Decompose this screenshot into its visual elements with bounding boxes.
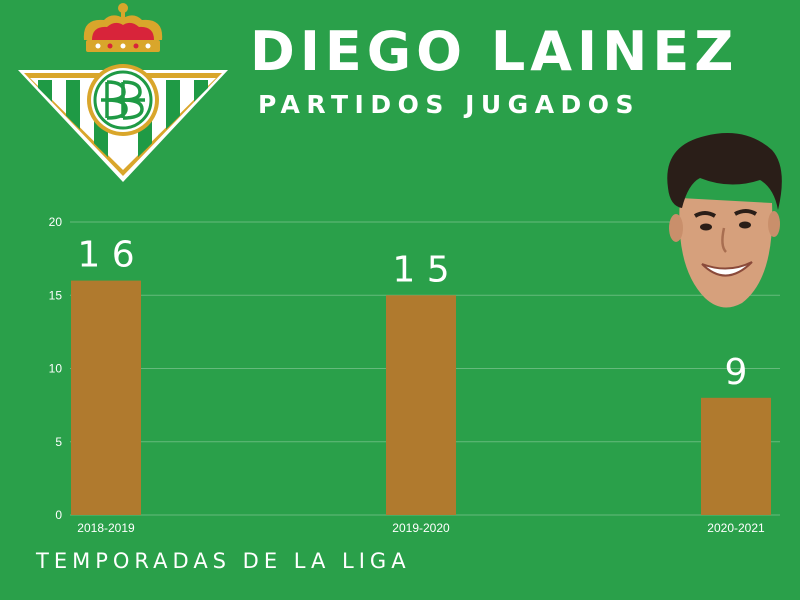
page-title: DIEGO LAINEZ [250,20,739,83]
bar-value-label-1: 1 5 [392,249,449,290]
y-tick-label-1: 5 [55,435,62,449]
y-tick-label-0: 0 [55,508,62,522]
y-tick-label-4: 20 [49,215,63,229]
bar-0 [71,280,141,515]
y-tick-label-2: 10 [49,362,63,376]
crown-icon [83,3,163,52]
y-tick-label-3: 15 [49,288,63,302]
x-axis-title: TEMPORADAS DE LA LIGA [36,549,411,573]
real-betis-crest-icon [18,3,228,182]
bar-value-label-0: 1 6 [77,235,134,276]
x-tick-label-2: 2020-2021 [707,521,765,535]
bar-2 [701,397,771,515]
x-tick-label-1: 2019-2020 [392,521,450,535]
player-portrait-icon [667,133,782,308]
x-tick-label-0: 2018-2019 [77,521,135,535]
bar-1 [386,295,456,515]
bar-value-label-2: 9 [725,352,748,393]
page-subtitle: PARTIDOS JUGADOS [258,90,641,119]
